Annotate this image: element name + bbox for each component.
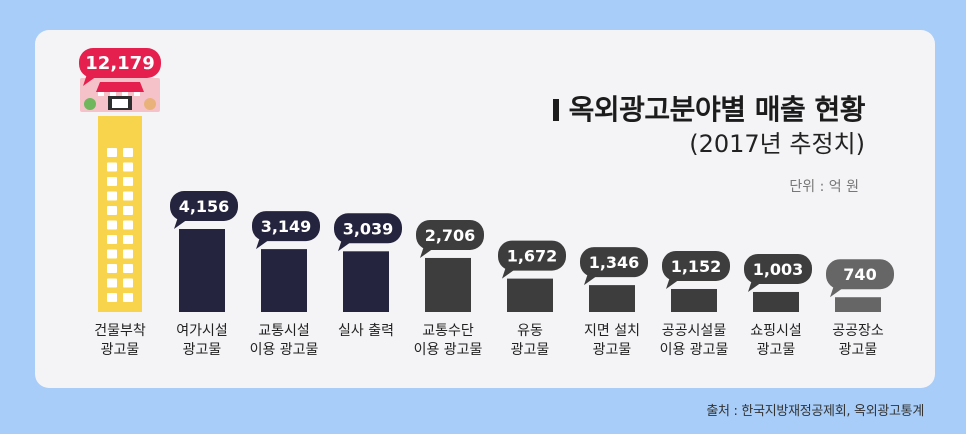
building-window — [107, 162, 117, 172]
value-tag-9 — [826, 259, 894, 290]
bar-6 — [589, 285, 635, 312]
value-label-6: 1,346 — [589, 253, 640, 272]
value-label-8: 1,003 — [753, 260, 804, 279]
value-tag-pointer — [748, 279, 762, 292]
value-tag-pointer — [83, 74, 97, 86]
value-tag-4 — [416, 219, 484, 250]
building-window — [123, 264, 133, 273]
awning-stripe — [98, 92, 104, 96]
category-label-1: 여가시설 광고물 — [176, 323, 228, 358]
value-tag-pointer — [420, 245, 434, 258]
value-tag-8 — [744, 253, 812, 284]
chart-subtitle: (2017년 추정치) — [689, 130, 865, 158]
value-tag-6 — [580, 247, 648, 278]
plant-icon — [84, 98, 96, 110]
building-window — [123, 177, 133, 186]
building-window — [107, 235, 117, 244]
chart-title: 옥외광고분야별 매출 현황 — [552, 88, 866, 128]
storefront-sign — [112, 99, 128, 108]
building-window — [123, 220, 133, 230]
storefront-awning — [96, 82, 144, 92]
value-tag-5 — [498, 240, 566, 271]
awning-stripe — [134, 92, 140, 96]
category-label-8: 쇼핑시설 광고물 — [750, 323, 802, 358]
bar-7 — [671, 288, 717, 312]
bar-0 — [98, 116, 142, 312]
value-label-0: 12,179 — [85, 53, 154, 74]
bar-3 — [343, 251, 389, 312]
awning-stripe — [110, 92, 116, 96]
bar-4 — [425, 257, 471, 312]
building-window — [107, 220, 117, 230]
value-tag-2 — [252, 211, 320, 242]
building-window — [123, 293, 133, 302]
category-label-2: 교통시설 이용 광고물 — [249, 323, 319, 358]
value-tag-pointer — [584, 273, 598, 286]
value-tag-pointer — [830, 285, 844, 298]
building-window — [107, 148, 117, 157]
category-label-0: 건물부착 광고물 — [94, 323, 146, 358]
source-note: 출처 : 한국지방재정공제회, 옥외광고통계 — [706, 404, 924, 419]
building-window — [123, 162, 133, 172]
category-label-3: 실사 출력 — [338, 323, 394, 339]
value-tag-1 — [170, 191, 238, 221]
value-label-2: 3,149 — [261, 217, 312, 236]
building-window — [123, 249, 133, 259]
value-tag-pointer — [256, 237, 270, 250]
category-label-9: 공공장소 광고물 — [832, 323, 884, 358]
value-tag-pointer — [338, 239, 352, 252]
building-window — [123, 191, 133, 201]
title-bar-mark — [552, 99, 559, 121]
building-window — [107, 264, 117, 273]
value-label-1: 4,156 — [179, 197, 230, 216]
building-window — [107, 191, 117, 201]
awning-stripe — [122, 92, 128, 96]
building-window — [107, 206, 117, 215]
category-label-6: 지면 설치 광고물 — [584, 323, 640, 358]
value-tag-pointer — [174, 217, 188, 229]
category-label-4: 교통수단 이용 광고물 — [413, 323, 483, 358]
value-tag-pointer — [666, 276, 680, 289]
bar-1 — [179, 229, 225, 312]
unit-label: 단위 : 억 원 — [789, 179, 859, 195]
title-text: 옥외광고분야별 매출 현황 — [568, 93, 866, 126]
bar-9 — [835, 297, 881, 312]
value-tag-7 — [662, 250, 730, 281]
bar-8 — [753, 291, 799, 312]
building-window — [107, 177, 117, 186]
building-window — [107, 249, 117, 259]
value-label-9: 740 — [843, 265, 876, 284]
building-window — [107, 278, 117, 288]
building-window — [123, 148, 133, 157]
building-window — [123, 278, 133, 288]
building-window — [107, 293, 117, 302]
value-label-4: 2,706 — [425, 226, 476, 245]
building-window — [123, 206, 133, 215]
value-tag-3 — [334, 213, 402, 244]
category-label-5: 유동 광고물 — [510, 323, 550, 358]
value-tag-0 — [79, 48, 161, 78]
category-label-7: 공공시설물 이용 광고물 — [659, 323, 729, 358]
building-window — [123, 235, 133, 244]
value-label-5: 1,672 — [507, 247, 558, 266]
value-label-7: 1,152 — [671, 257, 722, 276]
bar-5 — [507, 278, 553, 312]
value-label-3: 3,039 — [343, 219, 394, 238]
pot-icon — [144, 98, 156, 110]
bar-2 — [261, 249, 307, 312]
value-tag-pointer — [502, 266, 516, 279]
